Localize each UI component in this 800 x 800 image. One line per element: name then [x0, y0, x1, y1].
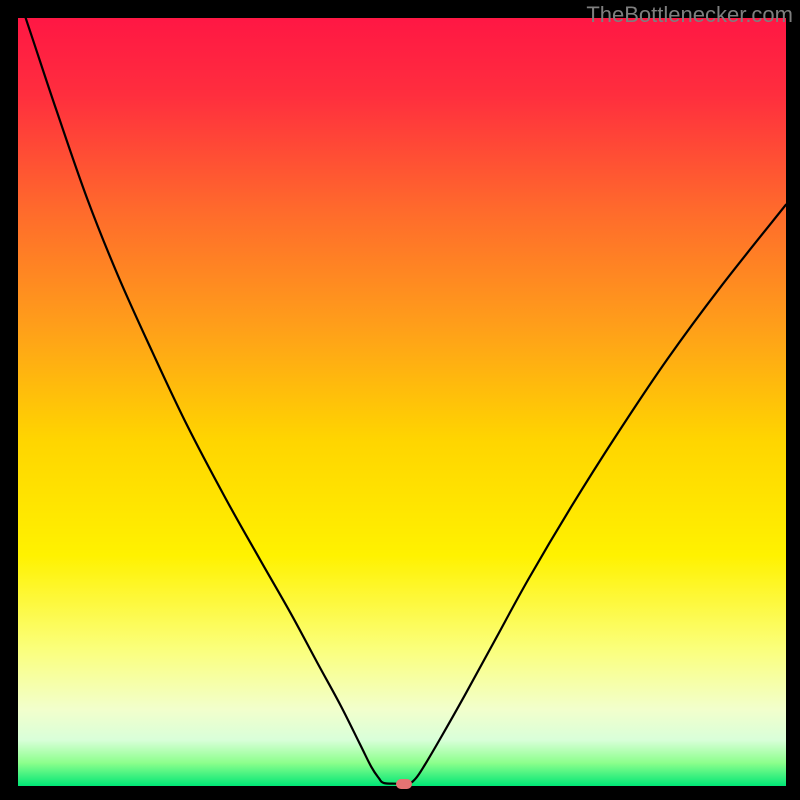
watermark-text: TheBottlenecker.com — [586, 2, 793, 28]
plot-area — [18, 18, 786, 786]
chart-canvas: TheBottlenecker.com — [0, 0, 800, 800]
bottleneck-curve — [18, 18, 786, 786]
optimum-marker-pill — [396, 779, 412, 789]
optimum-marker — [396, 779, 412, 789]
